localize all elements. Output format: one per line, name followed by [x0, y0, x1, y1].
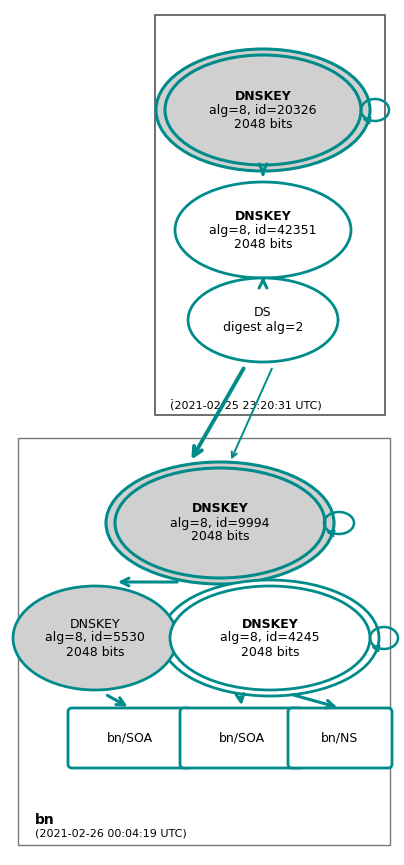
- FancyBboxPatch shape: [68, 708, 192, 768]
- Text: alg=8, id=20326: alg=8, id=20326: [209, 104, 317, 117]
- Text: alg=8, id=42351: alg=8, id=42351: [209, 223, 317, 236]
- Text: 2048 bits: 2048 bits: [234, 118, 292, 131]
- FancyBboxPatch shape: [288, 708, 392, 768]
- Text: alg=8, id=4245: alg=8, id=4245: [220, 631, 320, 644]
- Text: DNSKEY: DNSKEY: [235, 89, 291, 102]
- Text: bn/SOA: bn/SOA: [107, 732, 153, 745]
- Text: 2048 bits: 2048 bits: [191, 530, 249, 543]
- Text: 2048 bits: 2048 bits: [66, 645, 124, 658]
- Ellipse shape: [165, 55, 361, 165]
- Ellipse shape: [13, 586, 177, 690]
- Text: DS: DS: [254, 306, 272, 319]
- Text: alg=8, id=9994: alg=8, id=9994: [170, 516, 270, 529]
- Text: 2048 bits: 2048 bits: [234, 238, 292, 251]
- Ellipse shape: [156, 49, 370, 171]
- Text: alg=8, id=5530: alg=8, id=5530: [45, 631, 145, 644]
- Ellipse shape: [115, 468, 325, 578]
- Text: (2021-02-25 23:20:31 UTC): (2021-02-25 23:20:31 UTC): [170, 400, 322, 410]
- Text: (2021-02-26 00:04:19 UTC): (2021-02-26 00:04:19 UTC): [35, 828, 187, 838]
- Text: bn: bn: [35, 813, 55, 827]
- Ellipse shape: [188, 278, 338, 362]
- Text: .: .: [170, 390, 174, 403]
- Text: 2048 bits: 2048 bits: [241, 645, 299, 658]
- Ellipse shape: [170, 586, 370, 690]
- Text: DNSKEY: DNSKEY: [242, 618, 299, 631]
- Text: DNSKEY: DNSKEY: [69, 618, 120, 631]
- FancyBboxPatch shape: [180, 708, 304, 768]
- Ellipse shape: [175, 182, 351, 278]
- Text: DNSKEY: DNSKEY: [191, 503, 248, 516]
- Text: digest alg=2: digest alg=2: [223, 321, 303, 334]
- Text: DNSKEY: DNSKEY: [235, 209, 291, 222]
- Text: bn/NS: bn/NS: [321, 732, 359, 745]
- Text: bn/SOA: bn/SOA: [219, 732, 265, 745]
- Ellipse shape: [161, 580, 379, 696]
- Ellipse shape: [106, 462, 334, 584]
